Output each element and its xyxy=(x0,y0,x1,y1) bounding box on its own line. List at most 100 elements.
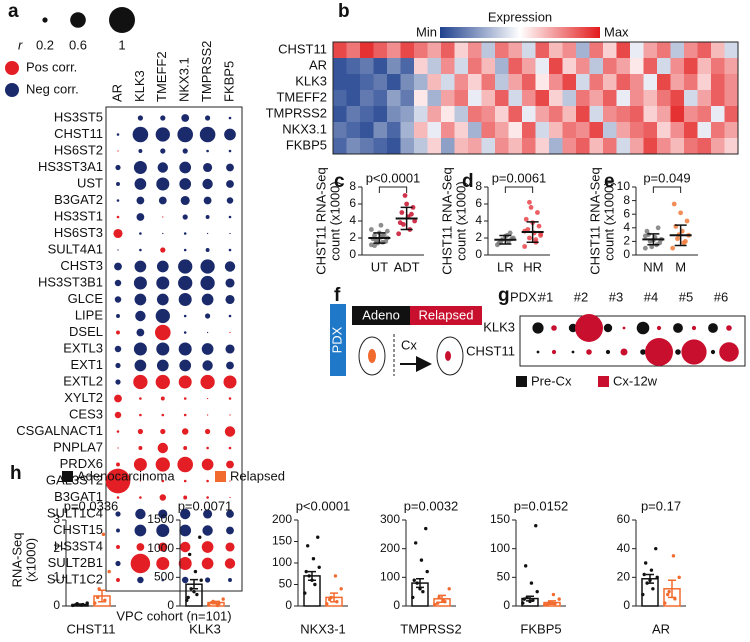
panel-letter: e xyxy=(604,171,615,192)
corr-dot xyxy=(179,178,192,190)
point xyxy=(447,587,451,591)
annotation: p=0.049 xyxy=(643,170,690,185)
corr-dot xyxy=(226,197,234,204)
row-label: KLK3 xyxy=(483,319,515,334)
x-label: AR xyxy=(652,621,670,636)
corr-dot xyxy=(113,228,123,239)
heat-cell xyxy=(549,90,563,107)
color-bar xyxy=(440,27,600,38)
corr-dot xyxy=(181,576,189,584)
heat-cell xyxy=(576,90,590,107)
heat-cell xyxy=(400,58,415,75)
bubble xyxy=(656,325,662,331)
corr-dot xyxy=(160,428,166,435)
row-label: CHST11 xyxy=(278,41,327,56)
point xyxy=(655,225,661,231)
row-label: B3GAT2 xyxy=(54,192,103,207)
heat-cell xyxy=(495,122,509,139)
corr-dot xyxy=(206,232,209,235)
heat-cell xyxy=(697,138,712,155)
point xyxy=(435,601,440,605)
pdx-label: #3 xyxy=(609,289,623,304)
x-label: CHST11 xyxy=(67,621,116,636)
heat-cell xyxy=(346,42,361,59)
point xyxy=(507,230,513,236)
heat-cell xyxy=(630,90,644,107)
corr-dot xyxy=(181,114,190,122)
column-label: AR xyxy=(109,84,124,102)
heat-cell xyxy=(576,42,590,59)
heat-cell xyxy=(414,58,428,75)
point xyxy=(424,526,428,531)
bubble xyxy=(620,348,628,356)
heat-cell xyxy=(711,42,725,59)
corr-dot xyxy=(116,545,120,549)
heat-cell xyxy=(360,58,374,75)
corr-dot xyxy=(116,578,120,582)
heat-cell xyxy=(535,42,550,59)
heat-cell xyxy=(684,122,698,139)
corr-dot xyxy=(223,375,237,389)
heat-cell xyxy=(697,42,712,59)
corr-dot xyxy=(183,331,187,334)
heat-cell xyxy=(670,42,685,59)
row-label: LIPE xyxy=(75,307,104,322)
corr-dot xyxy=(203,162,213,173)
y-tick-label: 1500 xyxy=(147,512,174,526)
sd-bar xyxy=(647,233,660,246)
heat-cell xyxy=(468,106,482,123)
corr-dot xyxy=(201,343,214,355)
corr-dot xyxy=(130,553,151,574)
row-label: PRDX6 xyxy=(60,456,103,471)
heat-cell xyxy=(549,58,563,75)
y-tick-label: 200 xyxy=(272,512,292,526)
heat-cell xyxy=(508,106,523,123)
corr-dot xyxy=(134,260,147,273)
corr-dot xyxy=(183,397,187,400)
bubble xyxy=(605,349,611,355)
tumor xyxy=(445,351,451,361)
point xyxy=(339,587,343,591)
heat-cell xyxy=(616,42,631,59)
heat-cell xyxy=(630,42,644,59)
heat-cell xyxy=(670,58,685,75)
heat-cell xyxy=(670,122,685,139)
heat-cell xyxy=(603,106,617,123)
heat-cell xyxy=(333,138,347,155)
point xyxy=(317,565,321,569)
bubble xyxy=(710,349,716,355)
heat-cell xyxy=(360,138,374,155)
corr-dot xyxy=(155,374,170,390)
heat-cell xyxy=(522,90,536,107)
heat-cell xyxy=(387,42,401,59)
point xyxy=(671,554,676,558)
heat-cell xyxy=(373,74,388,91)
y-tick-label: 2 xyxy=(349,230,356,244)
relapsed-box xyxy=(410,306,482,325)
annotation: p<0.0001 xyxy=(296,498,351,513)
corr-dot xyxy=(160,115,166,121)
heat-cell xyxy=(616,122,631,139)
row-label: GAL3ST2 xyxy=(46,472,103,487)
point xyxy=(425,569,429,574)
point xyxy=(195,592,199,597)
annotation: p=0.0152 xyxy=(514,498,569,513)
heat-cell xyxy=(630,106,644,123)
row-label: CHST11 xyxy=(466,343,515,358)
heat-cell xyxy=(711,122,725,139)
heat-cell xyxy=(711,74,725,91)
y-tick-label: 10 xyxy=(617,179,631,193)
corr-dot xyxy=(156,524,170,537)
corr-dot xyxy=(135,310,146,322)
legend-label: Pre-Cx xyxy=(531,373,572,388)
heat-cell xyxy=(549,122,563,139)
panel-letter: c xyxy=(334,171,345,192)
point xyxy=(412,578,416,582)
heat-cell xyxy=(724,90,739,107)
corr-dot xyxy=(182,214,188,220)
heat-cell xyxy=(495,90,509,107)
heat-cell xyxy=(468,74,482,91)
row-label: SULT4A1 xyxy=(48,241,103,256)
bubble xyxy=(568,323,578,333)
point xyxy=(410,205,416,210)
